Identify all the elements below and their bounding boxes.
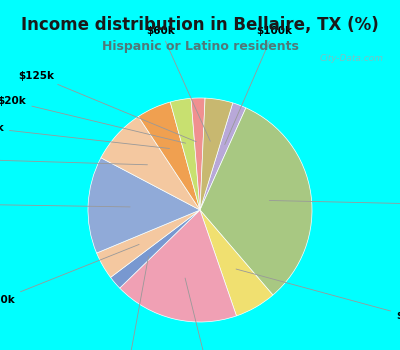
Wedge shape — [200, 103, 246, 210]
Wedge shape — [200, 210, 273, 316]
Wedge shape — [97, 210, 200, 278]
Wedge shape — [101, 117, 200, 210]
Text: City-Data.com: City-Data.com — [319, 54, 383, 63]
Text: $60k: $60k — [146, 26, 210, 141]
Wedge shape — [170, 98, 200, 210]
Text: $10k: $10k — [0, 244, 139, 304]
Text: $125k: $125k — [18, 71, 196, 142]
Wedge shape — [200, 98, 233, 210]
Text: Hispanic or Latino residents: Hispanic or Latino residents — [102, 40, 298, 53]
Text: > $200k: > $200k — [269, 199, 400, 209]
Text: $30k: $30k — [0, 199, 130, 209]
Wedge shape — [88, 158, 200, 253]
Text: $200k: $200k — [0, 155, 148, 165]
Text: $40k: $40k — [113, 257, 148, 350]
Wedge shape — [138, 102, 200, 210]
Text: $20k: $20k — [0, 96, 186, 143]
Wedge shape — [110, 210, 200, 288]
Text: $75k: $75k — [236, 269, 400, 321]
Text: $100k: $100k — [225, 26, 292, 145]
Text: Income distribution in Bellaire, TX (%): Income distribution in Bellaire, TX (%) — [21, 16, 379, 34]
Text: $50k: $50k — [0, 123, 170, 148]
Text: $150k: $150k — [185, 278, 229, 350]
Wedge shape — [191, 98, 205, 210]
Wedge shape — [200, 108, 312, 295]
Wedge shape — [120, 210, 236, 322]
